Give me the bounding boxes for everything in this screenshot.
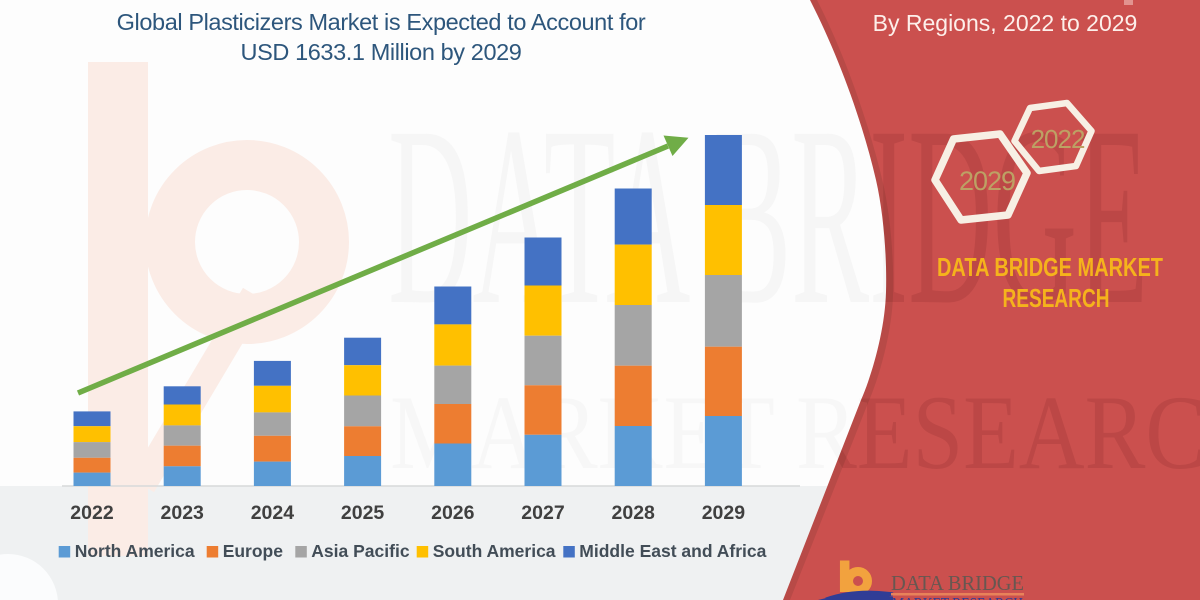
svg-text:2026: 2026 xyxy=(431,502,475,524)
svg-text:2024: 2024 xyxy=(251,502,295,524)
svg-text:DATA BRIDGE MARKET: DATA BRIDGE MARKET xyxy=(937,252,1163,282)
svg-text:Asia Pacific: Asia Pacific xyxy=(311,541,410,561)
svg-text:MARKET RESEARCH: MARKET RESEARCH xyxy=(892,594,1023,600)
svg-text:DATA BRIDGE: DATA BRIDGE xyxy=(891,571,1024,595)
svg-text:2029: 2029 xyxy=(702,502,746,524)
svg-text:By Regions, 2022 to 2029: By Regions, 2022 to 2029 xyxy=(873,10,1138,36)
svg-text:2022: 2022 xyxy=(1031,124,1085,154)
svg-text:Europe: Europe xyxy=(223,541,284,561)
svg-text:Middle East and Africa: Middle East and Africa xyxy=(579,541,766,561)
svg-text:2022: 2022 xyxy=(70,502,114,524)
svg-text:2023: 2023 xyxy=(161,502,205,524)
svg-text:South America: South America xyxy=(433,541,556,561)
svg-text:USD 1633.1 Million by 2029: USD 1633.1 Million by 2029 xyxy=(241,39,522,65)
svg-text:Global Plasticizers Market is: Global Plasticizers Market is Expected t… xyxy=(117,9,646,35)
svg-text:North America: North America xyxy=(75,541,195,561)
svg-text:2027: 2027 xyxy=(521,502,564,524)
svg-text:RESEARCH: RESEARCH xyxy=(1003,283,1110,313)
svg-text:2025: 2025 xyxy=(341,502,385,524)
svg-text:2028: 2028 xyxy=(612,502,656,524)
svg-text:2029: 2029 xyxy=(959,166,1015,196)
